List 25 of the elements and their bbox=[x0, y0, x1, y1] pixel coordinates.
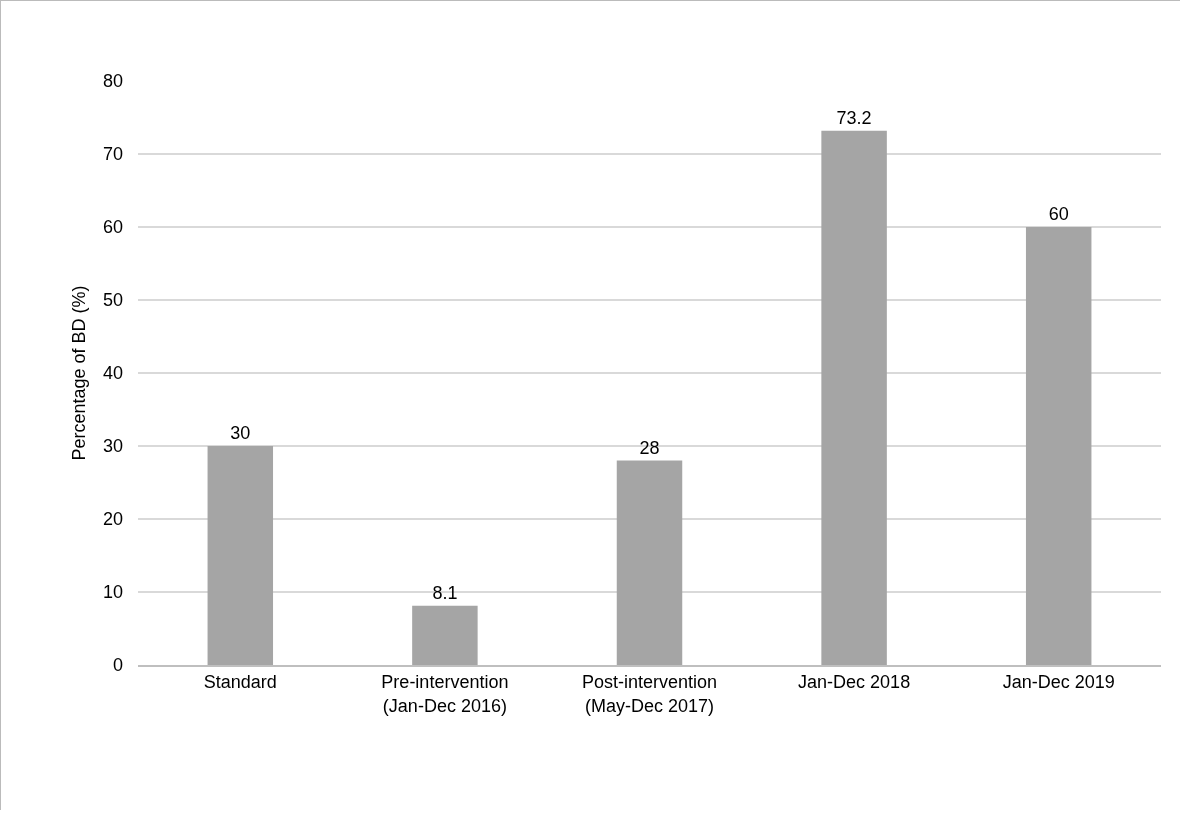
y-tick-label: 20 bbox=[102, 509, 123, 530]
data-label: 8.1 bbox=[432, 582, 458, 603]
x-tick-label: Jan-Dec 2018 bbox=[798, 672, 911, 693]
y-tick-label: 40 bbox=[102, 363, 123, 384]
x-tick-label: Post-intervention (May-Dec 2017) bbox=[581, 672, 718, 716]
y-tick-label: 0 bbox=[112, 655, 123, 676]
bar bbox=[1025, 227, 1092, 665]
y-axis-title: Percentage of BD (%) bbox=[69, 285, 90, 461]
data-label: 73.2 bbox=[836, 107, 872, 128]
y-tick-label: 80 bbox=[102, 71, 123, 92]
y-tick-label: 30 bbox=[102, 436, 123, 457]
x-tick-label: Jan-Dec 2019 bbox=[1002, 672, 1115, 693]
y-tick-label: 60 bbox=[102, 217, 123, 238]
x-tick-label: Pre-intervention (Jan-Dec 2016) bbox=[381, 672, 509, 716]
data-label: 60 bbox=[1048, 204, 1069, 224]
bar bbox=[821, 130, 887, 665]
y-tick-label: 70 bbox=[102, 144, 123, 165]
y-tick-label: 50 bbox=[102, 290, 123, 311]
data-label: 28 bbox=[639, 437, 660, 458]
x-tick-label: Standard bbox=[203, 672, 277, 693]
y-tick-label: 10 bbox=[102, 582, 123, 603]
data-label: 30 bbox=[230, 423, 251, 443]
bar bbox=[207, 446, 274, 665]
bar bbox=[616, 460, 683, 665]
bar bbox=[412, 605, 478, 665]
